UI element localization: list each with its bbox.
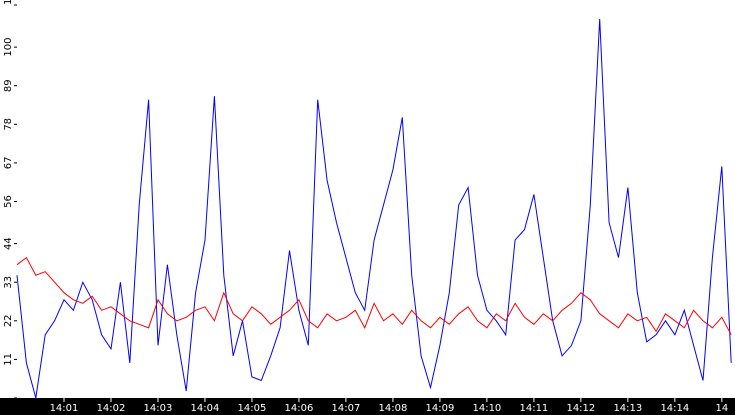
- y-tick-label: 78: [3, 118, 14, 131]
- x-tick-label: 14:08: [379, 403, 408, 414]
- x-tick-label: 14:04: [191, 403, 220, 414]
- y-tick-label: 44: [3, 237, 14, 250]
- x-tick-label: 14:01: [50, 403, 79, 414]
- y-tick-label: 33: [3, 276, 14, 289]
- y-tick-label: 11: [3, 353, 14, 366]
- y-tick-label: 0: [3, 398, 14, 404]
- y-tick-label: 56: [3, 195, 14, 208]
- y-tick-label: 112: [3, 0, 14, 5]
- x-tick-label: 14:11: [519, 403, 548, 414]
- x-tick-label: 14:14: [660, 403, 689, 414]
- x-tick-label: 14:03: [144, 403, 173, 414]
- x-tick-label: 14:06: [285, 403, 314, 414]
- x-tick-label: 14:05: [238, 403, 267, 414]
- x-axis-bar: [0, 398, 735, 415]
- x-tick-label: 14:10: [472, 403, 501, 414]
- x-tick-label: 14: [715, 403, 728, 414]
- x-tick-label: 14:12: [566, 403, 595, 414]
- x-tick-label: 14:09: [425, 403, 454, 414]
- series-line: [16, 256, 732, 336]
- y-tick-label: 67: [3, 157, 14, 170]
- y-tick-label: 89: [3, 79, 14, 92]
- x-tick-label: 14:07: [332, 403, 361, 414]
- y-tick-label: 100: [3, 38, 14, 57]
- series-line: [16, 18, 732, 399]
- y-tick-label: 22: [3, 314, 14, 327]
- x-tick-label: 14:02: [97, 403, 126, 414]
- x-tick-label: 14:13: [613, 403, 642, 414]
